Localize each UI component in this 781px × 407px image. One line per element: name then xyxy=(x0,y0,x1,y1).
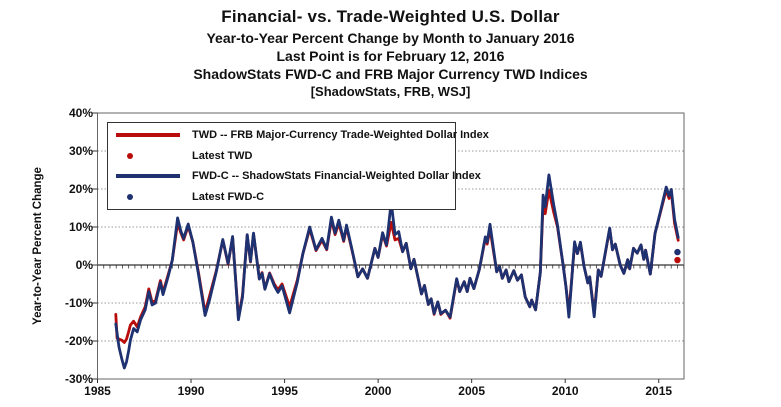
fwdc-dot-swatch xyxy=(108,193,192,200)
legend-label: FWD-C -- ShadowStats Financial-Weighted … xyxy=(192,170,481,183)
legend-label: Latest TWD xyxy=(192,149,253,162)
y-tick-label: 40% xyxy=(68,106,93,120)
legend-label: Latest FWD-C xyxy=(192,190,265,203)
chart-subtitle-1: Year-to-Year Percent Change by Month to … xyxy=(206,30,575,46)
legend: TWD -- FRB Major-Currency Trade-Weighted… xyxy=(107,122,489,210)
chart-title: Financial- vs. Trade-Weighted U.S. Dolla… xyxy=(221,7,560,26)
fwdc-line-swatch xyxy=(108,174,192,179)
dot-swatch-glyph xyxy=(127,193,133,200)
plot-border xyxy=(97,112,685,380)
y-tick-label: 20% xyxy=(68,182,93,196)
twd-dot-swatch xyxy=(108,152,192,159)
line-swatch-glyph xyxy=(116,133,180,138)
x-tick-label: 1985 xyxy=(84,384,111,398)
x-tick-label: 2000 xyxy=(364,384,392,398)
twd-line-swatch xyxy=(108,133,192,138)
legend-item-latest: Latest TWD xyxy=(108,146,455,166)
chart-subtitle-2: Last Point is for February 12, 2016 xyxy=(276,48,505,64)
x-tick-label: 2010 xyxy=(551,384,579,398)
x-tick-label: 1990 xyxy=(177,384,205,398)
line-swatch-glyph xyxy=(116,174,180,179)
y-tick-label: 0% xyxy=(75,258,93,272)
latest-twd-dot xyxy=(674,256,681,264)
x-tick-label: 2005 xyxy=(458,384,485,398)
x-tick-label: 1995 xyxy=(271,384,298,398)
y-tick-label: 10% xyxy=(68,220,93,234)
chart-source-note: [ShadowStats, FRB, WSJ] xyxy=(310,84,471,99)
fwdc-line xyxy=(114,173,680,370)
dot-swatch-glyph xyxy=(127,152,133,159)
legend-item-latest: Latest FWD-C xyxy=(108,187,455,207)
y-tick-label: -10% xyxy=(64,296,93,310)
legend-item-fwd-c: FWD-C -- ShadowStats Financial-Weighted … xyxy=(108,166,481,186)
legend-label: TWD -- FRB Major-Currency Trade-Weighted… xyxy=(192,129,489,142)
y-tick-label: -20% xyxy=(64,334,93,348)
x-tick-label: 2015 xyxy=(645,384,673,398)
latest-fwd-c-dot xyxy=(674,248,681,256)
chart-subtitle-3: ShadowStats FWD-C and FRB Major Currency… xyxy=(193,66,588,82)
y-tick-label: -30% xyxy=(64,372,93,386)
legend-item-twd: TWD -- FRB Major-Currency Trade-Weighted… xyxy=(108,125,489,145)
chart-header: Financial- vs. Trade-Weighted U.S. Dolla… xyxy=(0,4,781,100)
y-tick-label: 30% xyxy=(68,144,93,158)
